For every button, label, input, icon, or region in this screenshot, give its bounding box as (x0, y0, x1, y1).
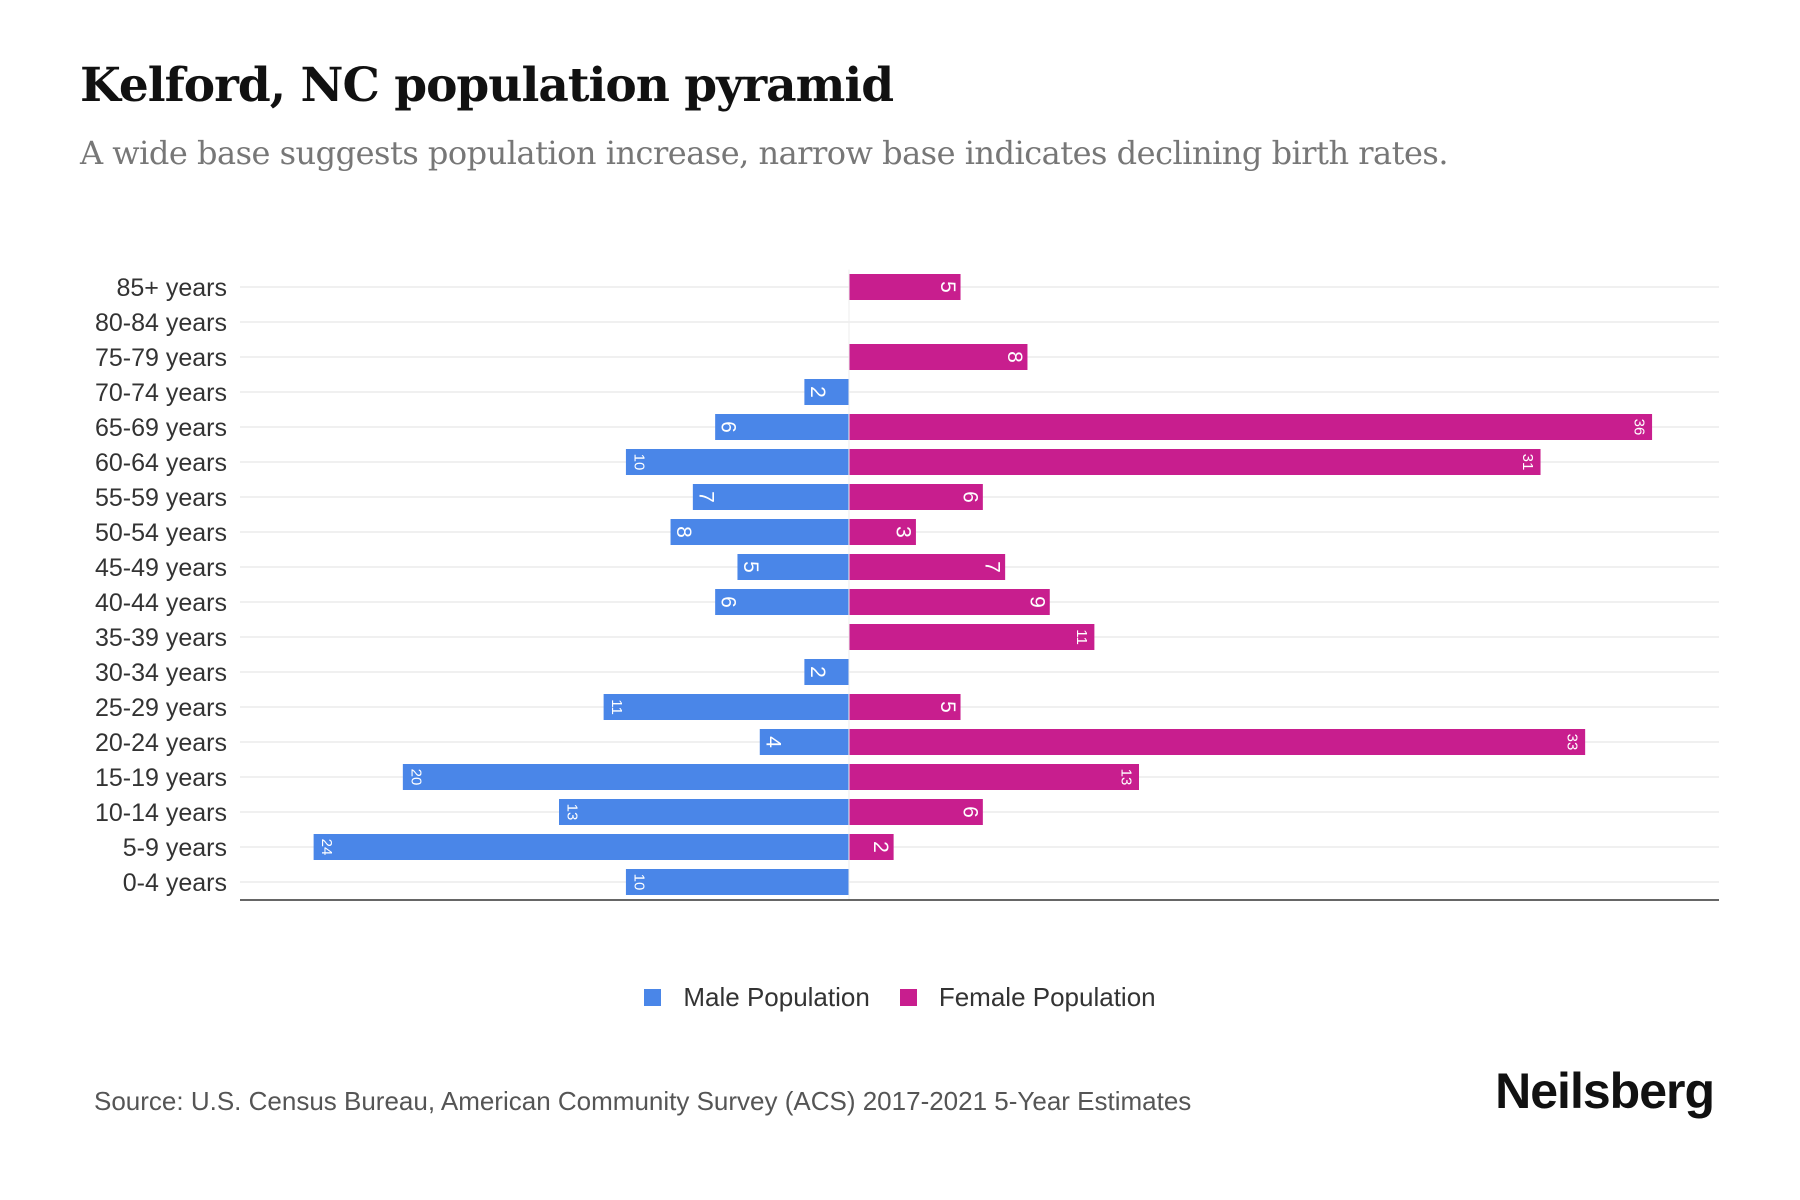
category-label: 25-29 years (95, 694, 227, 722)
category-label: 85+ years (117, 274, 228, 302)
data-label: 11 (1073, 629, 1090, 645)
female-bar (849, 589, 1050, 615)
legend-item-female[interactable]: Female Population (899, 982, 1156, 1013)
data-label: 10 (630, 454, 647, 471)
male-bar (737, 554, 849, 580)
category-label: 55-59 years (95, 484, 227, 512)
category-label: 35-39 years (95, 624, 227, 652)
legend-swatch-male (644, 989, 662, 1006)
data-label: 7 (694, 491, 717, 503)
data-label: 33 (1564, 734, 1581, 751)
data-label: 8 (1003, 351, 1026, 363)
category-label: 50-54 years (95, 519, 227, 547)
female-bar (849, 554, 1006, 580)
category-label: 10-14 years (95, 799, 227, 827)
male-bar (670, 519, 849, 545)
legend-swatch-female (899, 989, 917, 1006)
category-label: 40-44 years (95, 589, 227, 617)
data-label: 13 (564, 804, 581, 821)
chart-subtitle: A wide base suggests population increase… (80, 134, 1448, 172)
category-label: 5-9 years (123, 834, 227, 862)
chart-title: Kelford, NC population pyramid (80, 58, 894, 113)
data-label: 8 (672, 526, 695, 538)
data-label: 5 (936, 701, 959, 713)
legend-label-male: Male Population (683, 982, 870, 1012)
data-label: 2 (806, 386, 829, 398)
legend-item-male[interactable]: Male Population (644, 982, 870, 1013)
category-label: 15-19 years (95, 764, 227, 792)
male-bar (313, 834, 850, 860)
neilsberg-logo: Neilsberg (1495, 1063, 1715, 1119)
female-bar (849, 414, 1653, 440)
female-bar (849, 449, 1541, 475)
female-bar (849, 694, 961, 720)
data-label: 5 (739, 561, 762, 573)
data-label: 11 (608, 699, 625, 715)
category-label: 60-64 years (95, 449, 227, 477)
legend-label-female: Female Population (938, 982, 1156, 1012)
category-label: 0-4 years (123, 869, 227, 897)
data-label: 7 (981, 561, 1004, 573)
source-note: Source: U.S. Census Bureau, American Com… (94, 1086, 1192, 1116)
male-bar (692, 484, 849, 510)
female-bar (849, 764, 1139, 790)
data-label: 13 (1118, 769, 1135, 786)
male-bar (715, 589, 849, 615)
male-bar (804, 379, 849, 405)
data-label: 2 (806, 666, 829, 678)
data-label: 10 (630, 874, 647, 891)
female-bar (849, 834, 894, 860)
data-label: 6 (958, 491, 981, 503)
data-label: 4 (761, 736, 784, 748)
category-label: 65-69 years (95, 414, 227, 442)
male-bar (603, 694, 849, 720)
female-bar (849, 344, 1028, 370)
data-label: 36 (1631, 419, 1648, 436)
category-label: 80-84 years (95, 309, 227, 337)
female-bar (849, 484, 983, 510)
male-bar (715, 414, 849, 440)
male-bar (804, 659, 849, 685)
data-label: 20 (407, 769, 424, 786)
category-label: 45-49 years (95, 554, 227, 582)
category-label: 20-24 years (95, 729, 227, 757)
data-label: 2 (869, 841, 892, 853)
data-label: 6 (717, 421, 740, 433)
category-label: 30-34 years (95, 659, 227, 687)
category-label: 75-79 years (95, 344, 227, 372)
data-label: 6 (717, 596, 740, 608)
female-bar (849, 799, 983, 825)
data-label: 5 (936, 281, 959, 293)
data-label: 24 (318, 839, 335, 856)
female-bar (849, 624, 1095, 650)
data-label: 6 (958, 806, 981, 818)
category-label: 70-74 years (95, 379, 227, 407)
data-label: 31 (1519, 454, 1536, 471)
male-bar (625, 449, 849, 475)
male-bar (559, 799, 849, 825)
female-bar (849, 274, 961, 300)
data-label: 9 (1025, 596, 1048, 608)
male-bar (759, 729, 849, 755)
male-bar (402, 764, 849, 790)
female-bar (849, 729, 1586, 755)
legend: Male Population Female Population (0, 982, 1800, 1013)
female-bar (849, 519, 916, 545)
data-label: 3 (891, 526, 914, 538)
male-bar (625, 869, 849, 895)
